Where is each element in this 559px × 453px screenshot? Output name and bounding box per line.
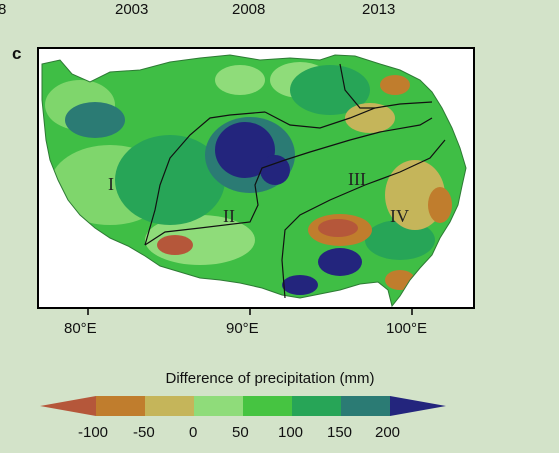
longitude-ticks [87,308,413,315]
top-axis-label: 2003 [115,1,149,18]
region-label: IV [390,206,409,226]
legend-swatch [243,396,292,416]
top-axis-label: 2008 [232,1,266,18]
precipitation-field [42,55,466,306]
legend-colorbar [40,396,446,416]
legend-title: Difference of precipitation (mm) [165,370,375,387]
legend-tick: 100 [278,424,304,441]
legend-tick: -50 [133,424,155,441]
legend-tick: 150 [327,424,353,441]
region-label: I [108,174,114,194]
region-label: III [348,169,366,189]
legend-tick: -100 [78,424,109,441]
longitude-label: 80°E [64,320,97,337]
region-boundaries [144,63,446,299]
top-axis-label: 8 [0,1,7,18]
legend-tick: 50 [232,424,249,441]
top-axis-label: 2013 [362,1,396,18]
region-label: II [223,206,235,226]
legend-swatch [194,396,243,416]
legend-swatch [341,396,390,416]
legend-swatch [145,396,194,416]
longitude-label: 100°E [386,320,428,337]
legend-tick: 0 [189,424,198,441]
legend-tick: 200 [375,424,401,441]
legend-swatch [96,396,145,416]
longitude-label: 90°E [226,320,259,337]
plateau-boundary [41,54,467,308]
panel-label: c [12,44,22,63]
legend-swatch [292,396,341,416]
